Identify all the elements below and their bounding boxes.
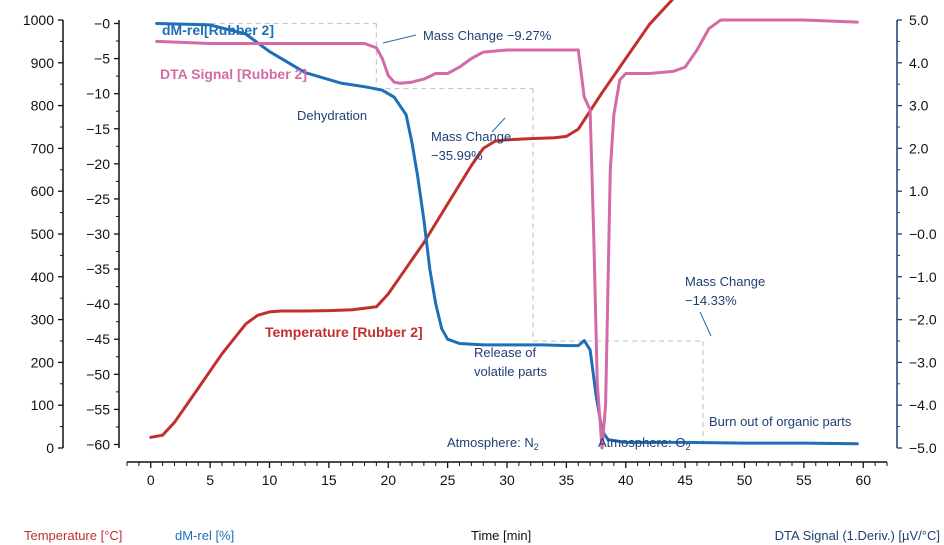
mass-tick-label: −30 [86,226,110,242]
dta-series-label: DTA Signal [Rubber 2] [160,66,307,82]
time-tick-label: 50 [737,472,753,488]
dta-tick-label: 3.0 [909,98,929,114]
mass-change-3-label-line2: −14.33% [685,293,737,308]
dehydration-label: Dehydration [297,108,367,123]
time-tick-label: 20 [380,472,396,488]
temperature-line [149,0,675,439]
temperature-tick-label: 600 [31,183,55,199]
time-tick-label: 35 [559,472,575,488]
mass-change-3-label-line1: Mass Change [685,274,765,289]
temperature-tick-label: 0 [46,440,54,456]
time-tick-label: 30 [499,472,515,488]
dta-tick-label: 2.0 [909,140,929,156]
temperature-tick-label: 900 [31,55,55,71]
temperature-tick-label: 300 [31,312,55,328]
temperature-tick-label: 1000 [23,12,54,28]
temperature-tick-label: 400 [31,269,55,285]
burn-out-label: Burn out of organic parts [709,414,852,429]
mass-change-2-label-line1: Mass Change [431,129,511,144]
mass-line [155,22,859,446]
time-tick-label: 60 [855,472,871,488]
time-tick-label: 0 [147,472,155,488]
dta-tick-label: 4.0 [909,55,929,71]
release-label-line2: volatile parts [474,364,547,379]
dta-tick-label: 1.0 [909,183,929,199]
mass-change-2-leader [491,117,506,133]
mass-change-3-leader [699,311,712,337]
mass-tick-label: −40 [86,296,110,312]
mass-axis-title: dM-rel [%] [175,528,234,543]
time-tick-label: 15 [321,472,337,488]
temperature-tick-label: 700 [31,140,55,156]
temperature-tick-label: 100 [31,397,55,413]
mass-tick-label: −0 [94,16,110,32]
temperature-tick-label: 800 [31,98,55,114]
mass-series-label: dM-rel[Rubber 2] [162,22,274,38]
dta-axis-title: DTA Signal (1.Deriv.) [µV/°C] [775,528,940,543]
time-axis-title: Time [min] [471,528,531,543]
time-tick-label: 25 [440,472,456,488]
mass-change-1-label: Mass Change −9.27% [423,28,552,43]
temperature-series-label: Temperature [Rubber 2] [265,324,423,340]
release-label-line1: Release of [474,345,537,360]
mass-tick-label: −5 [94,51,110,67]
annotation-guides [156,22,712,442]
time-tick-label: 10 [262,472,278,488]
dta-tick-label: −1.0 [909,269,937,285]
mass-tick-label: −20 [86,156,110,172]
series-lines [149,0,859,450]
time-tick-label: 40 [618,472,634,488]
dta-tick-label: −3.0 [909,354,937,370]
atmosphere-n2-label: Atmosphere: N2 [447,435,539,452]
mass-tick-label: −15 [86,121,110,137]
mass-tick-label: −50 [86,366,110,382]
atmosphere-o2-label: Atmosphere: O2 [598,435,690,452]
time-tick-label: 5 [206,472,214,488]
mass-tick-label: −45 [86,331,110,347]
time-tick-label: 45 [677,472,693,488]
temperature-axis-title: Temperature [°C] [24,528,122,543]
mass-tick-label: −25 [86,191,110,207]
dta-tick-label: −2.0 [909,312,937,328]
dta-line [155,18,859,450]
mass-change-1-leader [382,34,417,44]
mass-tick-label: −55 [86,401,110,417]
time-tick-label: 55 [796,472,812,488]
dta-tick-label: 5.0 [909,12,929,28]
dta-tick-label: −5.0 [909,440,937,456]
dta-tick-label: −0.0 [909,226,937,242]
dta-tick-label: −4.0 [909,397,937,413]
temperature-tick-label: 500 [31,226,55,242]
mass-tick-label: −10 [86,86,110,102]
mass-tick-label: −35 [86,261,110,277]
temperature-tick-label: 200 [31,354,55,370]
mass-tick-label: −60 [86,436,110,452]
mass-change-2-label-line2: −35.99% [431,148,483,163]
